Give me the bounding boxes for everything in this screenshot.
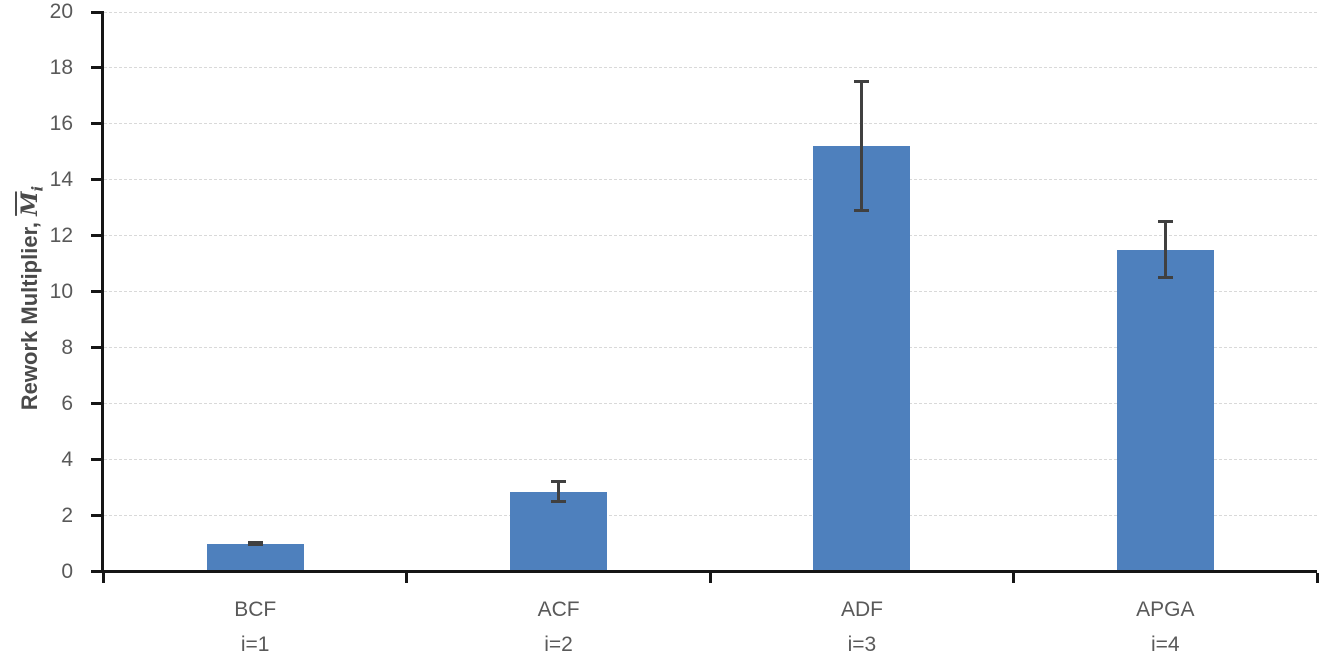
y-tick-mark	[90, 570, 104, 573]
x-tick-mark	[1012, 573, 1016, 583]
y-tick-label: 14	[49, 167, 73, 191]
error-bar-cap-top	[1157, 220, 1173, 224]
bar-apga	[1116, 249, 1214, 572]
bar-adf	[813, 146, 911, 572]
bar-acf	[510, 491, 608, 572]
y-tick-label: 10	[49, 279, 73, 303]
y-tick-mark	[90, 514, 104, 518]
error-bar-line	[1163, 221, 1167, 278]
x-category-label: APGA	[1136, 598, 1195, 621]
y-axis-title-symbol: M	[17, 191, 43, 216]
x-category-label: ADF	[840, 598, 883, 621]
y-tick-mark	[90, 178, 104, 182]
y-tick-label: 20	[49, 0, 73, 23]
error-bar-line	[860, 81, 864, 211]
error-bar-line	[557, 481, 561, 502]
y-tick-label: 0	[61, 559, 73, 583]
error-bar-cap-top	[247, 540, 263, 544]
gridline	[103, 291, 1317, 293]
y-tick-mark	[90, 346, 104, 350]
y-tick-label: 2	[61, 503, 73, 527]
gridline	[103, 123, 1317, 125]
x-tick-mark	[405, 573, 409, 583]
x-category-label: BCF	[234, 598, 277, 621]
y-tick-label: 8	[61, 335, 73, 359]
x-category-sublabel: i=3	[847, 633, 877, 656]
x-tick-mark	[708, 573, 712, 583]
gridline	[103, 347, 1317, 349]
y-tick-label: 12	[49, 223, 73, 247]
gridline	[103, 235, 1317, 237]
x-category-sublabel: i=2	[544, 633, 573, 656]
bar-bcf	[206, 543, 304, 572]
y-tick-mark	[90, 66, 104, 70]
gridline	[103, 515, 1317, 517]
y-tick-mark	[90, 234, 104, 238]
error-bar-cap-bottom	[1157, 276, 1173, 280]
y-tick-label: 4	[61, 447, 73, 471]
error-bar-cap-bottom	[854, 209, 870, 213]
y-tick-mark	[90, 290, 104, 294]
y-tick-label: 18	[49, 55, 73, 79]
gridline	[103, 67, 1317, 69]
error-bar-cap-bottom	[247, 543, 263, 547]
y-tick-label: 16	[49, 111, 73, 135]
x-tick-mark	[1315, 573, 1319, 583]
gridline	[103, 11, 1317, 13]
x-axis-line	[101, 570, 1317, 573]
y-tick-mark	[90, 10, 104, 14]
gridline	[103, 403, 1317, 405]
x-category-sublabel: i=4	[1151, 633, 1180, 656]
error-bar-cap-top	[551, 480, 567, 484]
x-category-label: ACF	[537, 598, 580, 621]
x-tick-mark	[102, 573, 105, 583]
gridline	[103, 179, 1317, 181]
gridline	[103, 459, 1317, 461]
y-tick-mark	[90, 402, 104, 406]
y-tick-label: 6	[61, 391, 73, 415]
x-category-sublabel: i=1	[240, 633, 270, 656]
y-tick-mark	[90, 122, 104, 126]
y-tick-mark	[90, 458, 104, 462]
error-bar-cap-bottom	[551, 500, 567, 504]
error-bar-cap-top	[854, 80, 870, 84]
